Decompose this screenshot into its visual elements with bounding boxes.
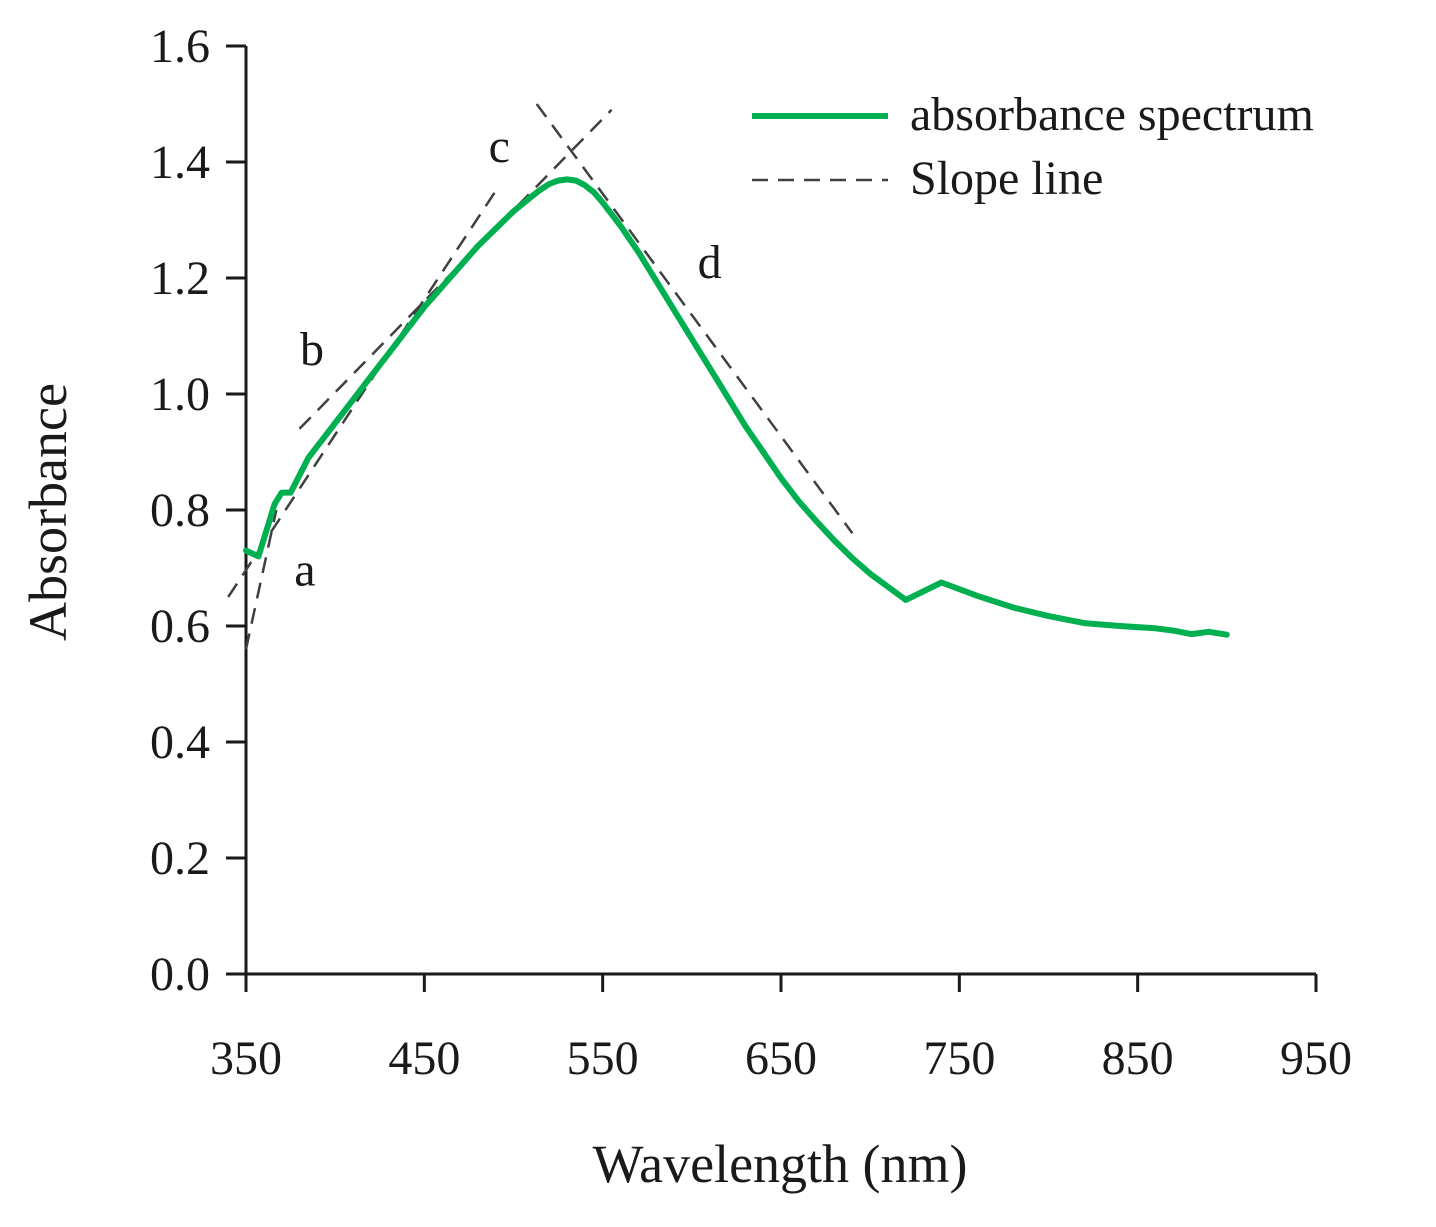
- annotation-label-c: c: [489, 120, 510, 173]
- tick-labels: 0.0 0.2 0.4 0.6 0.8 1.0 1.2 1.4 1.6 350 450 550 650 7…: [150, 20, 1352, 1085]
- x-tick-label: 650: [745, 1032, 817, 1085]
- axes: [226, 44, 1318, 992]
- slope-line-b: [227, 190, 497, 598]
- series-lines: [243, 176, 1230, 638]
- y-axis-title: Absorbance: [18, 383, 78, 641]
- series-line-absorbance-spectrum: [243, 176, 1230, 638]
- y-tick-label: 0.6: [150, 600, 210, 653]
- y-tick-label: 0.2: [150, 832, 210, 885]
- x-tick-label: 550: [567, 1032, 639, 1085]
- y-tick-label: 1.6: [150, 20, 210, 73]
- y-tick-label: 1.2: [150, 252, 210, 305]
- x-axis-title: Wavelength (nm): [592, 1134, 967, 1194]
- y-tick-label: 1.4: [150, 136, 210, 189]
- y-tick-label: 1.0: [150, 368, 210, 421]
- y-tick-label: 0.0: [150, 948, 210, 1001]
- slope-lines: [227, 103, 854, 650]
- slope-line-d: [535, 103, 854, 534]
- x-tick-label: 350: [210, 1032, 282, 1085]
- annotation-label-a: a: [294, 543, 315, 596]
- y-tick-label: 0.4: [150, 716, 210, 769]
- slope-line-a: [244, 509, 278, 650]
- x-tick-label: 450: [388, 1032, 460, 1085]
- annotations: a b c d: [294, 120, 721, 596]
- annotation-label-b: b: [300, 323, 324, 376]
- legend-label: absorbance spectrum: [910, 88, 1314, 141]
- legend: absorbance spectrum Slope line: [752, 88, 1314, 205]
- legend-label: Slope line: [910, 152, 1103, 205]
- x-tick-label: 950: [1280, 1032, 1352, 1085]
- x-tick-label: 850: [1102, 1032, 1174, 1085]
- x-tick-label: 750: [923, 1032, 995, 1085]
- annotation-label-d: d: [698, 236, 722, 289]
- y-tick-label: 0.8: [150, 484, 210, 537]
